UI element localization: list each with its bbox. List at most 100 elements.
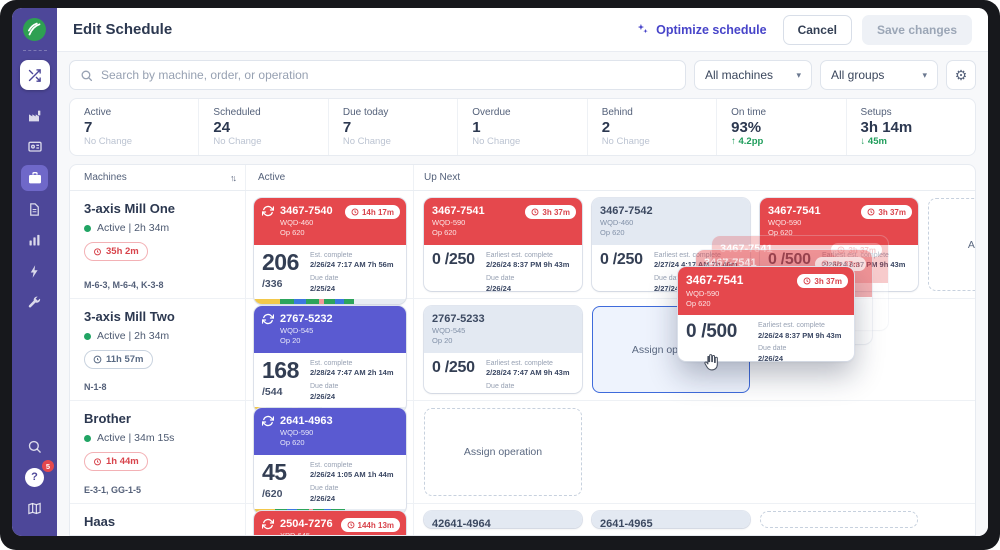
settings-button[interactable]: ⚙ — [946, 60, 976, 90]
column-up-next: Up Next — [424, 172, 460, 183]
sidebar-item-schedule[interactable] — [21, 165, 48, 191]
machines-filter-dropdown[interactable]: All machines▾ — [694, 60, 812, 90]
clock-icon — [93, 355, 102, 364]
stats-bar: Active7No Change Scheduled24No Change Du… — [69, 98, 976, 156]
sidebar: ? 5 — [12, 8, 57, 536]
active-operation-card[interactable]: 2767-5232WQD-545Op 20 168/544 Est. compl… — [254, 306, 406, 412]
page-title: Edit Schedule — [73, 21, 172, 38]
search-icon — [27, 439, 42, 454]
active-operation-card[interactable]: 2504-7276XPD 645Op 20 144h 13m — [254, 511, 406, 536]
total-count: /544 — [262, 386, 299, 398]
remaining-time-pill: 3h 37m — [861, 205, 912, 219]
clock-icon — [351, 208, 359, 216]
machine-row: Brother Active | 34m 15s 1h 44m E-3-1, G… — [70, 401, 975, 504]
lightning-icon — [27, 264, 42, 279]
up-next-card[interactable]: 3467-7541WQD-590Op 620 3h 37m 0 /500 Ear… — [760, 198, 918, 291]
machine-tags: M-6-3, M-6-4, K-3-8 — [84, 280, 233, 290]
stat-scheduled: Scheduled24No Change — [198, 99, 327, 155]
machine-row: Haas Unplanned Maintenance | 34m 2504-72… — [70, 504, 975, 535]
machine-name: Haas — [84, 514, 233, 529]
company-logo — [22, 17, 47, 42]
assign-operation-slot[interactable]: Assign operation — [424, 408, 582, 496]
sync-icon — [262, 313, 274, 325]
total-count: /336 — [262, 278, 299, 290]
remaining-time-pill: 144h 13m — [341, 518, 400, 532]
sync-icon — [262, 415, 274, 427]
clock-icon — [531, 208, 539, 216]
stat-behind: Behind2No Change — [587, 99, 716, 155]
save-changes-button[interactable]: Save changes — [862, 15, 972, 45]
sidebar-map-button[interactable] — [21, 495, 48, 521]
completed-count: 206 — [262, 251, 299, 274]
machine-tags: E-3-1, GG-1-5 — [84, 485, 233, 495]
sidebar-item-analytics[interactable] — [21, 227, 48, 253]
sidebar-item-factory[interactable] — [21, 103, 48, 129]
sort-icon[interactable]: ↑↓ — [230, 173, 235, 183]
machine-status: Active | 2h 34m — [97, 222, 169, 234]
stat-on-time: On time93%↑ 4.2pp — [716, 99, 845, 155]
sidebar-help-button[interactable]: ? 5 — [21, 464, 48, 490]
machine-cell: 3-axis Mill One Active | 2h 34m 35h 2m M… — [70, 191, 245, 298]
up-next-cell: 3467-7541WQD-590Op 620 3h 37m 0 /250 Ear… — [413, 191, 975, 298]
gear-icon: ⚙ — [955, 67, 968, 84]
stat-setups: Setups3h 14m↓ 45m — [846, 99, 975, 155]
time-badge: 35h 2m — [84, 242, 148, 261]
search-icon — [80, 69, 93, 82]
assign-operation-slot[interactable] — [760, 511, 918, 528]
wrench-icon — [27, 295, 42, 310]
search-box[interactable] — [69, 60, 686, 90]
sparkles-icon — [635, 22, 650, 37]
count: 0 /250 — [432, 251, 475, 291]
optimize-schedule-button[interactable]: Optimize schedule — [635, 22, 766, 37]
machine-row: 3-axis Mill Two Active | 2h 34m 11h 57m … — [70, 299, 975, 401]
table-header: Machines ↑↓ Active Up Next — [70, 165, 975, 191]
machine-status: Active | 34m 15s — [97, 432, 174, 444]
column-active: Active — [258, 172, 285, 183]
count: 0 /250 — [600, 251, 643, 291]
active-operation-card[interactable]: 2641-4963WQD-590Op 620 45/620 Est. compl… — [254, 408, 406, 514]
up-next-card[interactable]: 3467-7542WQD-460Op 620 0 /250 Earliest e… — [592, 198, 750, 291]
machine-status: Unplanned Maintenance | 34m — [97, 535, 233, 536]
stat-active: Active7No Change — [70, 99, 198, 155]
sidebar-item-machines[interactable] — [21, 134, 48, 160]
machine-name: 3-axis Mill One — [84, 201, 233, 216]
main-panel: Edit Schedule Optimize schedule Cancel S… — [57, 8, 988, 536]
top-bar: Edit Schedule Optimize schedule Cancel S… — [57, 8, 988, 52]
alarm-clock-icon — [93, 457, 102, 466]
stat-due-today: Due today7No Change — [328, 99, 457, 155]
help-icon: ? — [25, 468, 44, 487]
up-next-card[interactable]: 3467-7541WQD-590Op 620 3h 37m 0 /250 Ear… — [424, 198, 582, 291]
up-next-card[interactable]: 2641-4965XPD 645Op 20 — [592, 511, 750, 528]
column-machines: Machines — [84, 172, 127, 183]
cancel-button[interactable]: Cancel — [783, 15, 852, 45]
up-next-card[interactable]: 2767-5233WQD-545Op 20 0 /250 Earliest es… — [424, 306, 582, 393]
machine-name: Brother — [84, 411, 233, 426]
machine-cell: 3-axis Mill Two Active | 2h 34m 11h 57m … — [70, 299, 245, 400]
briefcase-icon — [27, 170, 43, 186]
sidebar-item-shuffle[interactable] — [20, 60, 50, 90]
assign-operation-slot[interactable]: Assign operation — [928, 198, 975, 291]
status-dot — [84, 435, 91, 442]
sidebar-divider — [23, 50, 47, 51]
sidebar-item-power[interactable] — [21, 258, 48, 284]
machine-icon — [27, 139, 43, 155]
device-frame: ? 5 Edit Schedule Optimize schedule Canc… — [0, 0, 1000, 550]
sidebar-item-tools[interactable] — [21, 289, 48, 315]
search-input[interactable] — [101, 68, 675, 82]
assign-operation-drop-target[interactable]: Assign operation — [592, 306, 750, 393]
total-count: /620 — [262, 488, 287, 500]
schedule-table: Machines ↑↓ Active Up Next 3-axis Mill On… — [69, 164, 976, 536]
machine-row: 3-axis Mill One Active | 2h 34m 35h 2m M… — [70, 191, 975, 299]
completed-count: 168 — [262, 359, 299, 382]
app-window: ? 5 Edit Schedule Optimize schedule Canc… — [12, 8, 988, 536]
status-dot — [84, 225, 91, 232]
active-operation-card[interactable]: 3467-7540WQD-460Op 620 14h 17m 206/336 E… — [254, 198, 406, 304]
up-next-card[interactable]: 42641-4964XPD 645Op 20 — [424, 511, 582, 528]
alarm-clock-icon — [93, 247, 102, 256]
sidebar-search-button[interactable] — [21, 433, 48, 459]
sidebar-item-documents[interactable] — [21, 196, 48, 222]
content-area: All machines▾ All groups▾ ⚙ Active7No Ch… — [57, 52, 988, 536]
stat-overdue: Overdue1No Change — [457, 99, 586, 155]
groups-filter-dropdown[interactable]: All groups▾ — [820, 60, 938, 90]
machine-cell: Brother Active | 34m 15s 1h 44m E-3-1, G… — [70, 401, 245, 503]
